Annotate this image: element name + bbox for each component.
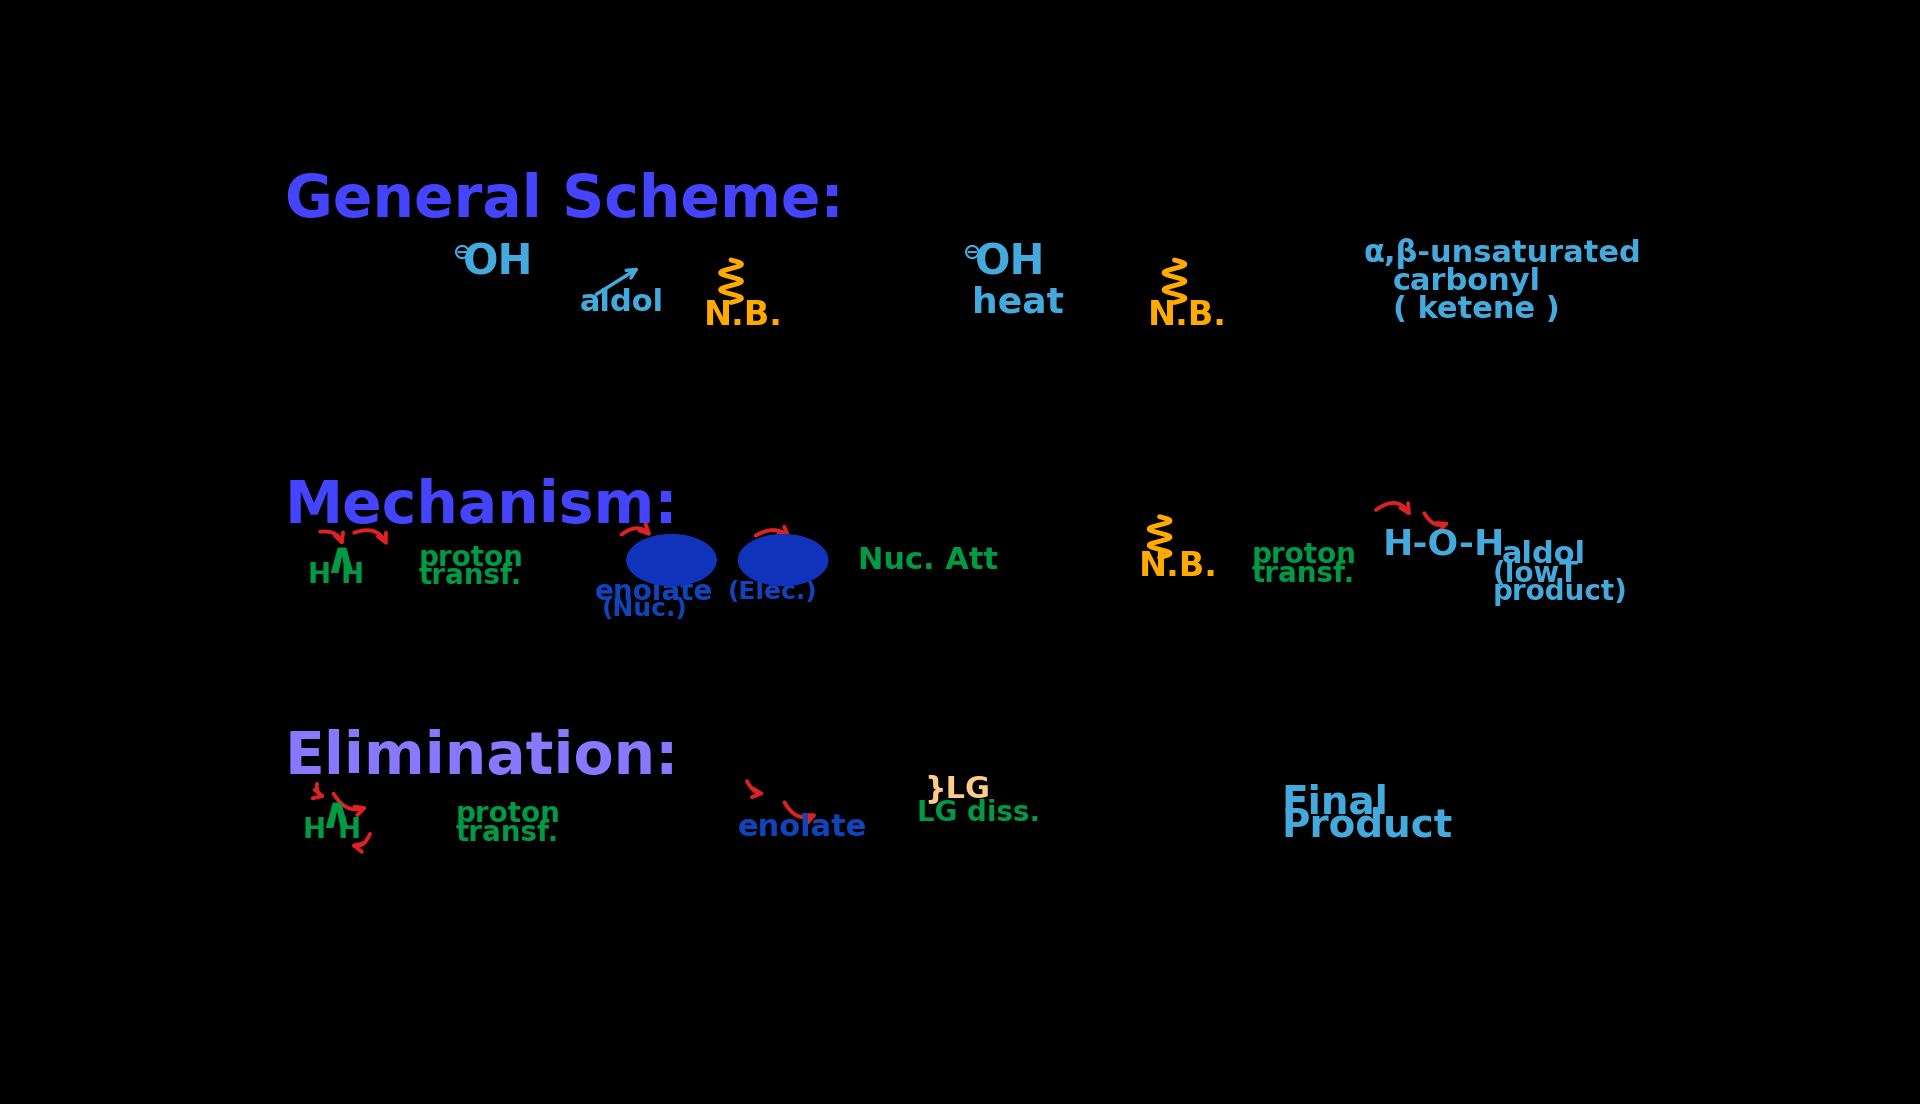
Circle shape xyxy=(739,534,828,585)
Text: (lowT: (lowT xyxy=(1494,560,1578,587)
Text: ∧: ∧ xyxy=(323,540,359,583)
Text: aldol: aldol xyxy=(1501,541,1586,570)
Text: N.B.: N.B. xyxy=(1139,550,1217,583)
Text: Final: Final xyxy=(1283,784,1388,821)
Text: transf.: transf. xyxy=(455,819,559,847)
Text: aldol: aldol xyxy=(580,288,664,317)
Text: LG diss.: LG diss. xyxy=(918,798,1041,827)
Text: transf.: transf. xyxy=(419,562,522,591)
Text: H-O-H: H-O-H xyxy=(1382,528,1505,562)
Text: Nuc. Att: Nuc. Att xyxy=(858,545,998,574)
Text: Product: Product xyxy=(1283,806,1453,845)
Text: ∧: ∧ xyxy=(319,794,355,837)
Text: H: H xyxy=(303,816,326,843)
Text: OH: OH xyxy=(463,242,534,284)
Text: ⊖: ⊖ xyxy=(453,243,472,263)
Text: N.B.: N.B. xyxy=(1148,299,1227,331)
Text: Elimination:: Elimination: xyxy=(284,729,680,786)
Circle shape xyxy=(626,534,716,585)
Text: (Elec.): (Elec.) xyxy=(728,580,818,604)
Text: proton: proton xyxy=(1252,541,1357,569)
Text: H: H xyxy=(340,561,363,590)
Text: Mechanism:: Mechanism: xyxy=(284,478,678,535)
Text: }LG: }LG xyxy=(925,774,991,804)
Text: N.B.: N.B. xyxy=(705,299,783,331)
Text: transf.: transf. xyxy=(1252,560,1356,587)
Text: proton: proton xyxy=(455,800,561,828)
Text: OH: OH xyxy=(975,242,1046,284)
Text: α,β-unsaturated: α,β-unsaturated xyxy=(1363,237,1642,268)
Text: heat: heat xyxy=(972,286,1064,319)
Text: enolate: enolate xyxy=(737,814,868,842)
Text: General Scheme:: General Scheme: xyxy=(284,172,843,229)
Text: ⊖: ⊖ xyxy=(964,243,981,263)
Text: product): product) xyxy=(1494,578,1628,606)
Text: (Nuc.): (Nuc.) xyxy=(601,596,687,620)
Text: H: H xyxy=(307,561,330,590)
Text: H: H xyxy=(338,816,361,843)
Text: carbonyl: carbonyl xyxy=(1394,267,1542,296)
Text: enolate: enolate xyxy=(595,577,712,605)
Text: proton: proton xyxy=(419,543,524,572)
Text: ( ketene ): ( ketene ) xyxy=(1394,295,1559,323)
